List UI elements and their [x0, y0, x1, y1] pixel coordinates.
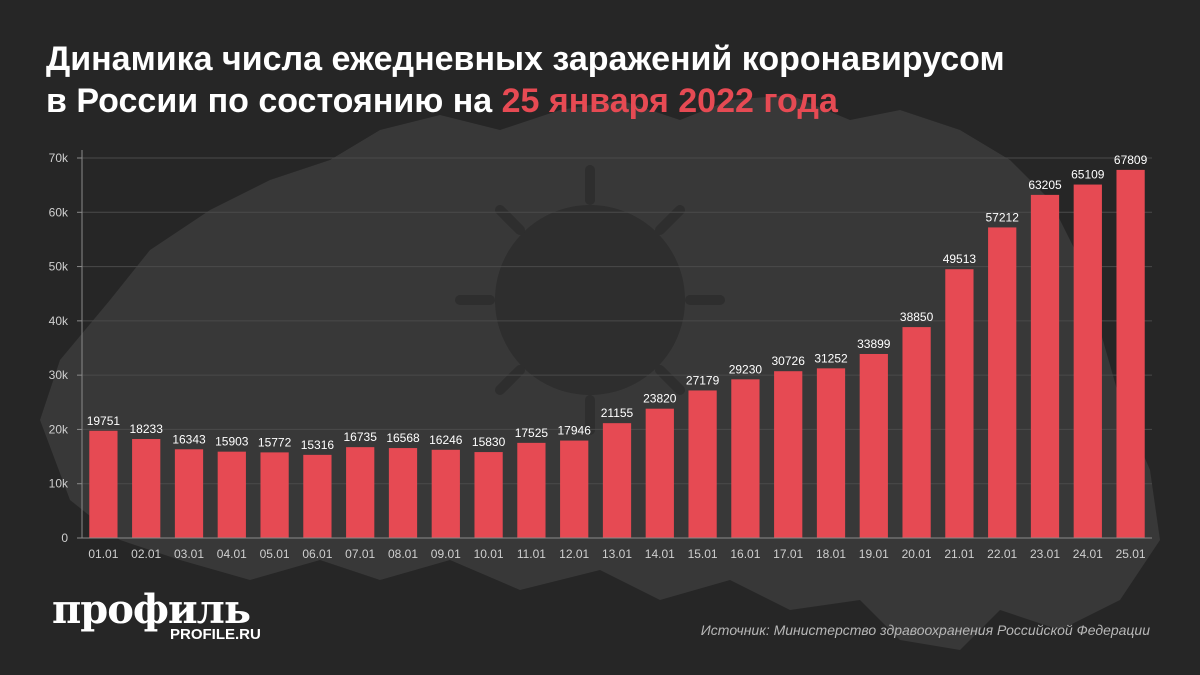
- daily-infections-bar-chart: 0 10k 20k 30k 40k 50k 60k 70k 19751 18233 16343 15…: [49, 150, 1152, 561]
- data-label-07.01: 16735: [344, 430, 378, 444]
- bar-07.01: [346, 447, 375, 538]
- x-tick-label-24.01: 24.01: [1073, 547, 1103, 561]
- y-tick-label: 10k: [49, 477, 69, 491]
- x-tick-label-20.01: 20.01: [902, 547, 932, 561]
- bar-04.01: [217, 451, 246, 538]
- data-label-24.01: 65109: [1071, 168, 1105, 182]
- bar-19.01: [859, 353, 888, 538]
- bar-21.01: [945, 269, 974, 538]
- data-label-06.01: 15316: [301, 438, 335, 452]
- data-label-17.01: 30726: [772, 354, 806, 368]
- x-tick-label-08.01: 08.01: [388, 547, 418, 561]
- bar-09.01: [431, 449, 460, 538]
- bar-14.01: [645, 408, 674, 538]
- data-label-03.01: 16343: [172, 432, 206, 446]
- x-tick-label-17.01: 17.01: [773, 547, 803, 561]
- x-tick-label-22.01: 22.01: [987, 547, 1017, 561]
- data-label-25.01: 67809: [1114, 153, 1148, 167]
- x-tick-label-16.01: 16.01: [730, 547, 760, 561]
- bar-18.01: [816, 368, 846, 538]
- bar-12.01: [560, 440, 589, 538]
- source-note: Источник: Министерство здравоохранения Р…: [700, 622, 1150, 638]
- y-tick-label: 70k: [49, 151, 69, 165]
- bar-10.01: [474, 452, 503, 538]
- bars: [89, 169, 1145, 539]
- bar-08.01: [388, 448, 418, 538]
- data-label-22.01: 57212: [986, 210, 1020, 224]
- virus-icon: [455, 165, 725, 435]
- title-date-accent: 25 января 2022 года: [501, 82, 838, 120]
- title-line-2-prefix: в России по состоянию на: [46, 82, 502, 120]
- data-label-01.01: 19751: [87, 414, 121, 428]
- data-label-13.01: 21155: [601, 406, 634, 420]
- logo-url: PROFILE.RU: [170, 626, 261, 643]
- bar-06.01: [303, 454, 332, 538]
- data-label-02.01: 18233: [130, 422, 164, 436]
- data-label-15.01: 27179: [686, 373, 720, 387]
- bar-24.01: [1073, 184, 1102, 538]
- x-tick-label-18.01: 18.01: [816, 547, 846, 561]
- x-tick-label-12.01: 12.01: [559, 547, 589, 561]
- bar-22.01: [988, 227, 1017, 538]
- x-tick-label-03.01: 03.01: [174, 547, 204, 561]
- bar-05.01: [260, 452, 289, 538]
- bar-01.01: [89, 430, 118, 538]
- bar-11.01: [517, 442, 546, 538]
- y-tick-label: 40k: [49, 314, 69, 328]
- x-tick-label-11.01: 11.01: [517, 547, 546, 561]
- bar-16.01: [731, 379, 760, 538]
- bar-23.01: [1030, 194, 1060, 538]
- data-label-04.01: 15903: [215, 435, 249, 449]
- x-tick-label-25.01: 25.01: [1116, 547, 1146, 561]
- data-label-11.01: 17525: [515, 426, 549, 440]
- y-tick-label: 0: [61, 531, 68, 545]
- x-tick-label-09.01: 09.01: [431, 547, 461, 561]
- x-axis: 01.01 02.01 03.01 04.01 05.01 06.01 07.01 08.01…: [82, 537, 1152, 561]
- bar-15.01: [688, 390, 717, 538]
- title-line-1: Динамика числа ежедневных заражений коро…: [46, 40, 1005, 78]
- bar-17.01: [774, 371, 803, 538]
- data-label-18.01: 31252: [814, 351, 848, 365]
- bar-02.01: [132, 439, 161, 538]
- data-label-16.01: 29230: [729, 362, 763, 376]
- data-label-10.01: 15830: [472, 435, 506, 449]
- data-label-23.01: 63205: [1028, 178, 1062, 192]
- x-tick-label-07.01: 07.01: [345, 547, 375, 561]
- bar-03.01: [174, 449, 204, 538]
- x-tick-label-01.01: 01.01: [88, 547, 118, 561]
- x-tick-label-04.01: 04.01: [217, 547, 247, 561]
- x-tick-label-15.01: 15.01: [688, 547, 718, 561]
- x-tick-label-06.01: 06.01: [302, 547, 332, 561]
- data-label-20.01: 38850: [900, 310, 934, 324]
- y-axis: 0 10k 20k 30k 40k 50k 60k 70k: [49, 150, 83, 545]
- x-tick-label-14.01: 14.01: [645, 547, 675, 561]
- data-label-19.01: 33899: [857, 337, 891, 351]
- bar-25.01: [1116, 169, 1145, 539]
- y-tick-label: 20k: [49, 422, 69, 436]
- data-label-09.01: 16246: [429, 433, 463, 447]
- x-tick-label-21.01: 21.01: [944, 547, 974, 561]
- x-tick-label-13.01: 13.01: [602, 547, 632, 561]
- data-label-05.01: 15772: [258, 435, 292, 449]
- data-label-21.01: 49513: [943, 252, 977, 266]
- bar-13.01: [602, 423, 632, 538]
- x-tick-label-23.01: 23.01: [1030, 547, 1060, 561]
- y-tick-label: 30k: [49, 368, 69, 382]
- profile-logo: профиль PROFILE.RU: [52, 588, 282, 648]
- y-tick-label: 50k: [49, 260, 69, 274]
- data-label-08.01: 16568: [386, 431, 420, 445]
- data-labels: 19751 18233 16343 15903 15772 15316 16735 16568…: [87, 153, 1148, 452]
- logo-wordmark: профиль: [52, 586, 251, 633]
- x-tick-label-05.01: 05.01: [260, 547, 290, 561]
- x-tick-label-19.01: 19.01: [859, 547, 889, 561]
- bar-20.01: [902, 327, 931, 538]
- data-label-14.01: 23820: [643, 392, 677, 406]
- x-tick-label-02.01: 02.01: [131, 547, 161, 561]
- chart-title: Динамика числа ежедневных заражений коро…: [46, 38, 1166, 122]
- x-tick-label-10.01: 10.01: [474, 547, 504, 561]
- y-tick-label: 60k: [49, 205, 69, 219]
- data-label-12.01: 17946: [558, 424, 592, 438]
